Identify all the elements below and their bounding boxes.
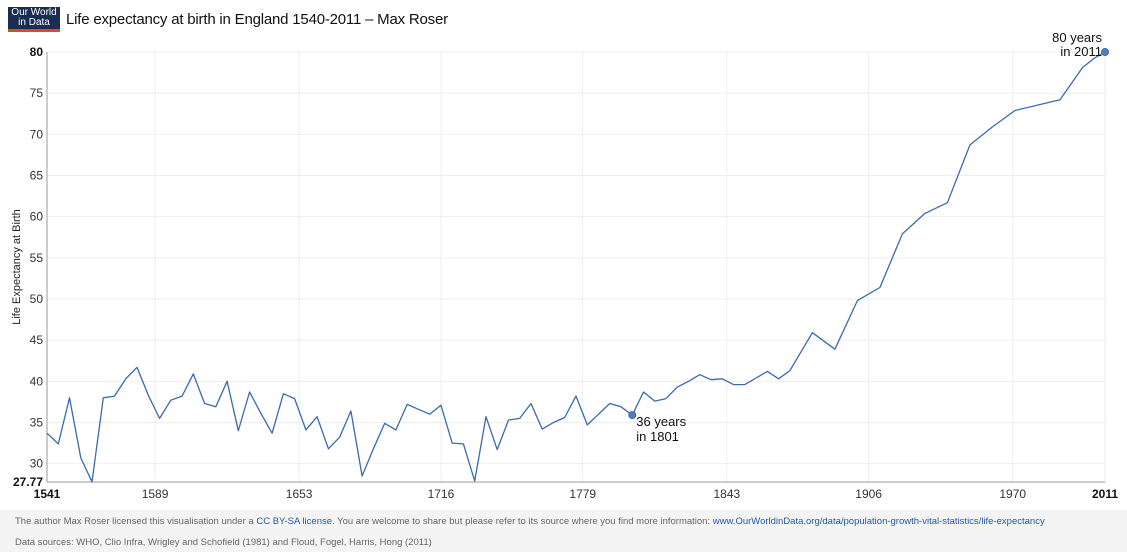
annotation-label: in 1801 [636, 429, 679, 444]
grid [46, 51, 1106, 483]
header: Our World in Data Life expectancy at bir… [8, 6, 448, 32]
y-tick-label: 60 [30, 210, 44, 224]
x-tick-label: 1589 [142, 487, 169, 501]
footer: The author Max Roser licensed this visua… [0, 510, 1127, 552]
y-tick-label: 30 [30, 457, 44, 471]
y-tick-label: 55 [30, 251, 44, 265]
chart-title: Life expectancy at birth in England 1540… [66, 10, 448, 28]
y-tick-label: 40 [30, 374, 44, 388]
x-tick-label: 1779 [569, 487, 596, 501]
data-sources: Data sources: WHO, Clio Infra, Wrigley a… [15, 537, 432, 548]
y-tick-label: 45 [30, 333, 44, 347]
logo-line-2: in Data [18, 16, 50, 28]
y-tick-label: 50 [30, 292, 44, 306]
logo-line-1: Our World [11, 6, 57, 18]
x-tick-label: 1716 [428, 487, 455, 501]
annotation-label: in 2011 [1060, 44, 1102, 59]
license-link[interactable]: CC BY-SA license [256, 516, 333, 527]
x-tick-label: 1970 [999, 487, 1026, 501]
series [46, 51, 1106, 483]
y-tick-label: 80 [30, 45, 44, 59]
y-tick-label: 70 [30, 127, 44, 141]
annotation-label: 80 years [1052, 30, 1102, 45]
x-tick-label: 2011 [1092, 487, 1118, 501]
annotation-marker [1101, 48, 1109, 56]
x-tick-label: 1653 [286, 487, 313, 501]
y-tick-label: 27.77 [13, 475, 43, 489]
source-link[interactable]: www.OurWorldinData.org/data/population-g… [712, 516, 1045, 527]
annotation-label: 36 years [636, 414, 686, 429]
series-line [46, 51, 1106, 483]
y-tick-label: 75 [30, 86, 44, 100]
our-world-in-data-logo[interactable]: Our World in Data [8, 6, 60, 32]
x-tick-label: 1843 [713, 487, 740, 501]
license-middle: . You are welcome to share but please re… [332, 516, 713, 527]
license-prefix: The author Max Roser licensed this visua… [15, 516, 257, 527]
y-tick-label: 65 [30, 168, 44, 182]
license-text: The author Max Roser licensed this visua… [15, 516, 1045, 527]
x-tick-label: 1541 [34, 487, 61, 501]
annotation-marker [628, 411, 637, 420]
y-tick-label: 35 [30, 415, 44, 429]
y-axis-label: Life Expectancy at Birth [11, 209, 23, 325]
x-tick-label: 1906 [855, 487, 882, 501]
